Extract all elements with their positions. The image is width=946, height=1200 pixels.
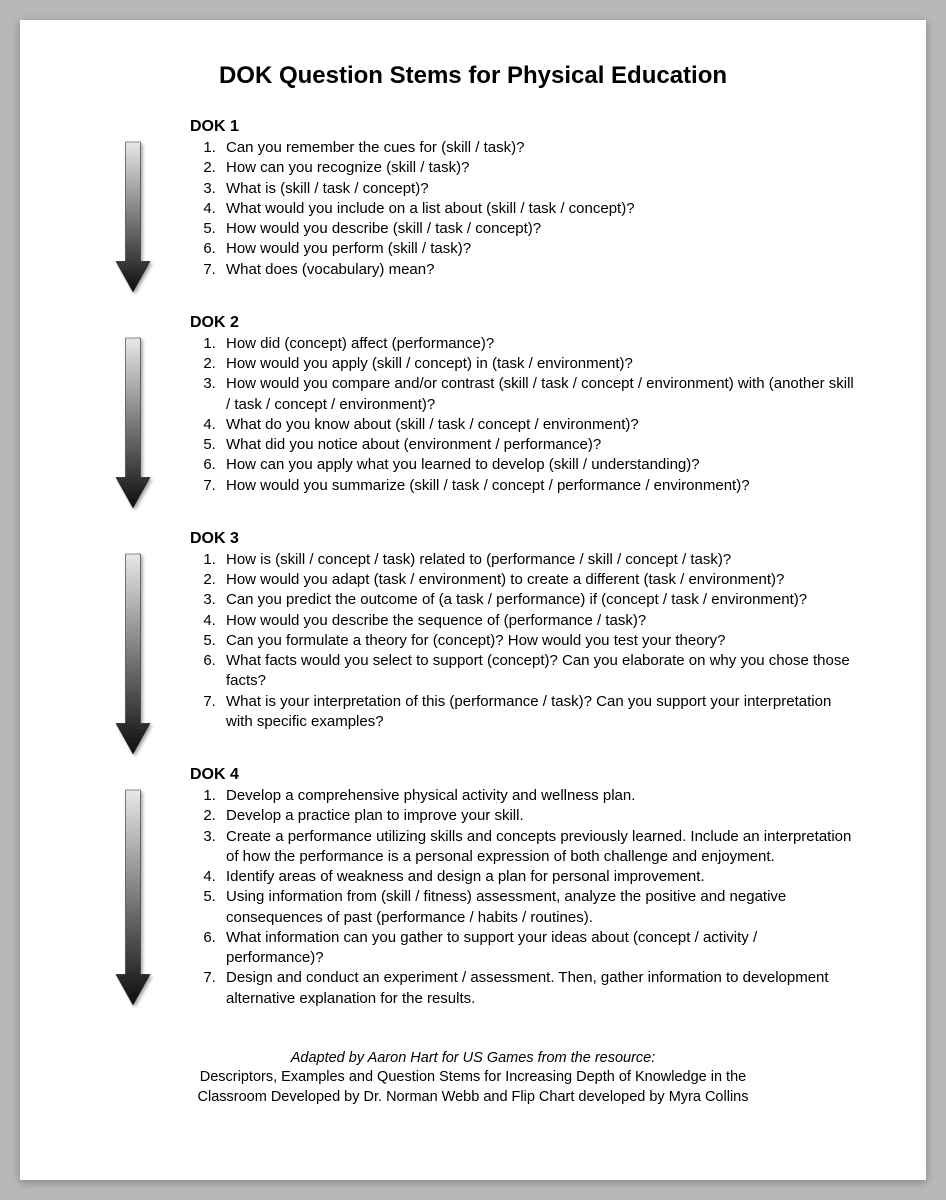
question-item: Can you formulate a theory for (concept)… [220, 631, 856, 651]
arrow-icon [112, 788, 154, 1011]
question-item: How can you apply what you learned to de… [220, 455, 856, 475]
dok-heading: DOK 4 [190, 766, 856, 784]
question-item: What do you know about (skill / task / c… [220, 415, 856, 435]
question-item: How would you adapt (task / environment)… [220, 570, 856, 590]
dok-section: DOK 2 How did (concept) affect (performan… [90, 314, 856, 496]
question-item: How would you compare and/or contrast (s… [220, 374, 856, 415]
question-item: Identify areas of weakness and design a … [220, 867, 856, 887]
question-item: How can you recognize (skill / task)? [220, 158, 856, 178]
dok-section: DOK 3 How is (skill / concept / task) rel… [90, 530, 856, 732]
question-item: Develop a practice plan to improve your … [220, 806, 856, 826]
question-item: Can you remember the cues for (skill / t… [220, 138, 856, 158]
question-item: How did (concept) affect (performance)? [220, 334, 856, 354]
down-arrow [112, 552, 154, 765]
sections-container: DOK 1 Can you remember the cues for (skil… [90, 118, 856, 1009]
dok-section: DOK 4 Develop a comprehensive physical ac… [90, 766, 856, 1009]
question-item: Design and conduct an experiment / asses… [220, 968, 856, 1009]
footer-line-3: Classroom Developed by Dr. Norman Webb a… [198, 1089, 749, 1105]
down-arrow [112, 336, 154, 519]
question-list: How did (concept) affect (performance)?H… [190, 334, 856, 496]
question-item: Create a performance utilizing skills an… [220, 827, 856, 868]
document-page: DOK Question Stems for Physical Educatio… [20, 20, 926, 1180]
question-item: How is (skill / concept / task) related … [220, 550, 856, 570]
down-arrow [112, 140, 154, 303]
question-list: Develop a comprehensive physical activit… [190, 786, 856, 1009]
question-item: Develop a comprehensive physical activit… [220, 786, 856, 806]
dok-heading: DOK 2 [190, 314, 856, 332]
question-list: How is (skill / concept / task) related … [190, 550, 856, 732]
down-arrow [112, 788, 154, 1016]
question-item: What information can you gather to suppo… [220, 928, 856, 969]
footer-line-2: Descriptors, Examples and Question Stems… [200, 1069, 746, 1085]
dok-heading: DOK 3 [190, 530, 856, 548]
question-item: How would you perform (skill / task)? [220, 239, 856, 259]
question-item: How would you summarize (skill / task / … [220, 476, 856, 496]
page-title: DOK Question Stems for Physical Educatio… [90, 62, 856, 90]
arrow-icon [112, 336, 154, 514]
question-item: How would you describe the sequence of (… [220, 611, 856, 631]
arrow-icon [112, 552, 154, 760]
question-item: What is (skill / task / concept)? [220, 179, 856, 199]
question-item: How would you describe (skill / task / c… [220, 219, 856, 239]
question-item: What did you notice about (environment /… [220, 435, 856, 455]
footer-line-1: Adapted by Aaron Hart for US Games from … [291, 1050, 656, 1066]
question-item: Can you predict the outcome of (a task /… [220, 590, 856, 610]
question-item: What facts would you select to support (… [220, 651, 856, 692]
question-item: What is your interpretation of this (per… [220, 692, 856, 733]
arrow-icon [112, 140, 154, 298]
question-item: What would you include on a list about (… [220, 199, 856, 219]
question-item: What does (vocabulary) mean? [220, 260, 856, 280]
question-item: How would you apply (skill / concept) in… [220, 354, 856, 374]
question-list: Can you remember the cues for (skill / t… [190, 138, 856, 280]
dok-heading: DOK 1 [190, 118, 856, 136]
question-item: Using information from (skill / fitness)… [220, 887, 856, 928]
footer: Adapted by Aaron Hart for US Games from … [90, 1049, 856, 1108]
dok-section: DOK 1 Can you remember the cues for (skil… [90, 118, 856, 280]
